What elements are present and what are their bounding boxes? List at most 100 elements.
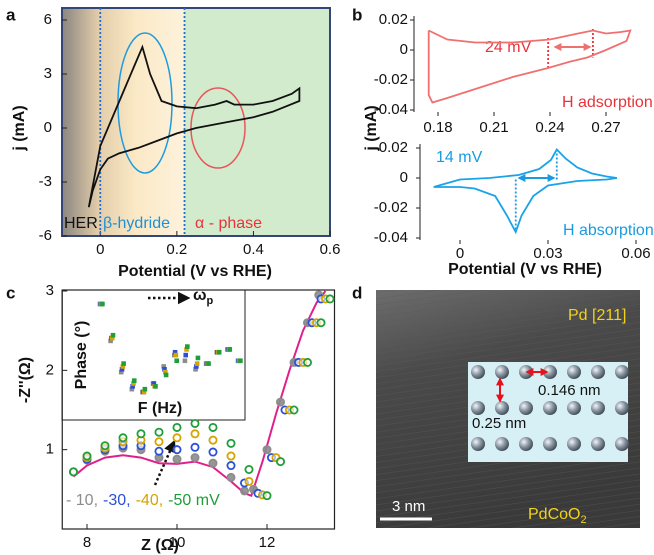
x-tick-label: 0.03	[533, 245, 562, 262]
atom	[519, 437, 533, 451]
y-tick-label: -0.04	[374, 229, 408, 246]
orientation-label: Pd [211]	[568, 307, 626, 324]
data-point	[226, 438, 236, 448]
y-tick-label: 1	[46, 441, 54, 458]
data-point	[226, 451, 236, 461]
annotation: H absorption	[563, 222, 654, 239]
annotation: HER	[64, 215, 98, 232]
data-point	[208, 422, 218, 432]
y-tick-label: 3	[44, 65, 52, 82]
data-point	[172, 445, 182, 455]
inset-point	[142, 386, 148, 392]
phase-background	[62, 8, 185, 236]
data-point	[172, 433, 182, 443]
omega: ω	[193, 287, 207, 304]
data-point	[208, 435, 218, 445]
inset-point	[194, 361, 200, 366]
data-point	[302, 357, 312, 367]
inset-point	[121, 361, 126, 366]
backgrounds	[62, 8, 330, 236]
substrate-subscript: 2	[580, 514, 586, 526]
y-tick-label: 0.02	[379, 139, 408, 156]
inset-point	[184, 347, 189, 352]
y-tick-label: 0	[44, 119, 52, 136]
spacing-label: 0.25 nm	[472, 415, 526, 432]
inset-point	[110, 332, 116, 338]
legend-entry: - 10,	[66, 492, 98, 509]
inset-point	[153, 384, 158, 389]
inset-point	[173, 352, 179, 358]
panel-label: c	[6, 283, 15, 302]
tem-image: 0.146 nm 0.25 nm Pd [211] PdCoO2 3 nm	[376, 290, 640, 528]
inset-point	[129, 386, 135, 392]
annotation: 24 mV	[485, 39, 532, 56]
plot-frame	[61, 289, 336, 530]
panel-label: b	[352, 5, 362, 24]
data-point	[190, 418, 200, 428]
x-tick-label: 0.2	[166, 241, 187, 258]
atom	[495, 437, 509, 451]
data-point	[275, 397, 285, 407]
data-point	[69, 467, 79, 477]
cv-curve	[427, 29, 632, 104]
inset-point	[161, 364, 166, 369]
legend: - 10, -30, -40, -50 mV	[66, 492, 220, 509]
data-point	[226, 461, 236, 471]
spacing-label: 0.146 nm	[538, 382, 601, 399]
x-tick-label: 0.6	[320, 241, 341, 258]
inset-point	[238, 358, 243, 364]
atom	[543, 401, 557, 415]
inset-point	[120, 364, 126, 369]
atom	[471, 365, 485, 379]
inset-point	[216, 349, 222, 355]
inset-point	[185, 344, 190, 349]
atom	[495, 365, 509, 379]
y-tick-label: -0.02	[374, 199, 408, 216]
substrate-text: PdCoO	[528, 506, 580, 523]
data-point	[226, 472, 236, 482]
x-tick-label: 0.4	[243, 241, 264, 258]
data-point	[289, 405, 299, 415]
inset-point	[194, 364, 199, 369]
inset-point	[182, 358, 188, 364]
x-tick-label: 10	[169, 534, 186, 551]
data-point	[262, 445, 272, 455]
inset-point	[119, 366, 125, 372]
y-tick-label: -0.02	[374, 71, 408, 88]
inset-point	[227, 347, 233, 352]
highlight-ellipse	[190, 87, 246, 169]
atom	[567, 437, 581, 451]
inset-y-label: Phase (°)	[73, 321, 90, 390]
x-tick-label: 0	[96, 241, 104, 258]
y-tick-label: 2	[46, 361, 54, 378]
atom	[543, 437, 557, 451]
y-tick-label: 0	[400, 169, 408, 186]
x-tick-label: 12	[259, 534, 276, 551]
inset-annotation: ωp	[193, 287, 214, 307]
annotation: α - phase	[195, 215, 262, 232]
atom	[495, 401, 509, 415]
scale-bar-label: 3 nm	[392, 498, 425, 515]
atom	[615, 365, 629, 379]
legend-entry: -40,	[136, 492, 164, 509]
data-point	[82, 451, 92, 461]
atom	[591, 401, 605, 415]
data-point	[172, 454, 182, 464]
inset-point	[108, 338, 113, 344]
x-tick-label: 8	[83, 534, 91, 551]
inset-point	[118, 369, 124, 375]
atom	[615, 401, 629, 415]
inset-point	[163, 372, 169, 378]
data-point	[154, 427, 164, 437]
data-point	[100, 441, 110, 451]
inset-point	[130, 384, 135, 389]
atom	[471, 437, 485, 451]
data-point	[154, 446, 164, 456]
x-tick-label: 0.06	[621, 245, 650, 262]
y-tick-label: 3	[46, 282, 54, 299]
annotation: H adsorption	[562, 94, 653, 111]
inset-x-label: F (Hz)	[138, 400, 182, 417]
y-axis-label: j (mA)	[11, 105, 28, 151]
data-point	[172, 422, 182, 432]
